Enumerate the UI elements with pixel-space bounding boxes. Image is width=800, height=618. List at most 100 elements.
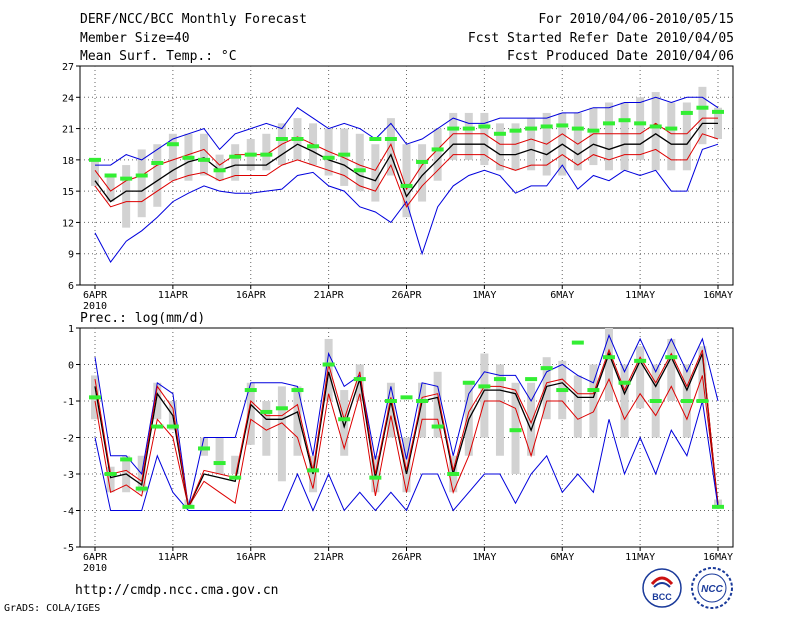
- spread-box: [262, 133, 271, 171]
- observed-marker: [151, 424, 164, 429]
- observed-marker: [384, 399, 397, 403]
- observed-marker: [89, 395, 101, 400]
- observed-marker: [493, 377, 506, 382]
- x-tick-label: 6MAY: [550, 290, 574, 301]
- spread-box: [604, 328, 613, 401]
- y-tick-label: 24: [62, 93, 74, 104]
- observed-marker: [275, 137, 288, 141]
- x-tick-label: 26APR: [391, 290, 422, 301]
- panel-temperature: 6 9 12 15 18 21 24 27 6APR 11APR 16APR 21APR 26APR 1M…: [62, 62, 734, 312]
- chart-title: DERF/NCC/BCC Monthly Forecast: [80, 12, 307, 27]
- spread-box: [480, 112, 489, 166]
- observed-marker: [634, 121, 647, 126]
- spread-box: [215, 154, 224, 181]
- observed-marker: [353, 168, 366, 173]
- spread-box: [480, 353, 489, 438]
- observed-marker: [556, 123, 569, 128]
- series-line-min: [94, 400, 719, 512]
- observed-marker: [712, 504, 724, 509]
- observed-marker: [525, 377, 538, 382]
- observed-marker: [120, 457, 133, 462]
- observed-marker: [213, 461, 226, 466]
- observed-marker: [431, 424, 444, 429]
- observed-marker: [665, 355, 678, 360]
- series-line-max: [94, 143, 719, 264]
- observed-marker: [556, 388, 569, 393]
- spread-box: [402, 437, 411, 493]
- observed-marker: [540, 366, 553, 371]
- x-tick-label: 16APR: [236, 290, 267, 301]
- forecast-period: For 2010/04/06-2010/05/15: [538, 12, 734, 27]
- x-tick-label: 26APR: [391, 552, 422, 563]
- spread-box: [106, 466, 115, 493]
- bcc-logo: BCC: [642, 568, 682, 608]
- observed-marker: [89, 157, 101, 162]
- spread-box: [589, 107, 598, 166]
- x-tick-label: 6APR: [83, 552, 108, 563]
- observed-marker: [229, 154, 242, 159]
- observed-marker: [665, 126, 678, 131]
- observed-marker: [493, 131, 506, 136]
- observed-marker: [244, 388, 257, 393]
- x-year-label: 2010: [83, 301, 107, 312]
- observed-marker: [229, 475, 242, 480]
- spread-box: [246, 382, 255, 445]
- spread-box: [215, 437, 224, 474]
- spread-box: [573, 112, 582, 171]
- y-tick-label: 18: [62, 156, 74, 167]
- observed-marker: [369, 475, 382, 480]
- grads-credit: GrADS: COLA/IGES: [4, 603, 101, 614]
- observed-marker: [166, 142, 179, 147]
- observed-marker: [384, 137, 397, 141]
- observed-marker: [587, 128, 600, 133]
- spread-box: [184, 499, 193, 507]
- x-tick-label: 21APR: [314, 290, 345, 301]
- spread-box: [620, 364, 629, 438]
- observed-marker: [416, 159, 429, 164]
- spread-box: [589, 364, 598, 438]
- spread-box: [667, 102, 676, 171]
- y-tick-label: -3: [62, 470, 74, 481]
- series-line-ens_mean: [94, 351, 719, 510]
- observed-marker: [322, 362, 335, 367]
- observed-marker: [307, 468, 320, 473]
- series-line-lower: [94, 117, 718, 192]
- spread-box: [402, 144, 411, 218]
- observed-marker: [353, 377, 366, 382]
- precip-label: Prec.: log(mm/d): [80, 311, 206, 326]
- spread-box: [106, 175, 115, 202]
- spread-box: [698, 86, 707, 145]
- bcc-logo-text: BCC: [652, 592, 672, 602]
- ncc-logo-text: NCC: [701, 584, 723, 595]
- spread-box: [355, 133, 364, 192]
- y-tick-label: 6: [68, 281, 74, 292]
- spread-box: [527, 118, 536, 171]
- spread-box: [340, 390, 349, 456]
- spread-box: [231, 455, 240, 474]
- observed-marker: [275, 406, 288, 411]
- observed-marker: [151, 160, 164, 165]
- spread-box: [449, 112, 458, 160]
- observed-marker: [680, 399, 693, 403]
- observed-marker: [525, 126, 538, 131]
- observed-marker: [447, 472, 460, 476]
- spread-box: [667, 338, 676, 401]
- y-tick-label: -2: [62, 434, 74, 445]
- spread-box: [262, 401, 271, 456]
- spread-box: [418, 144, 427, 202]
- spread-box: [231, 144, 240, 181]
- x-year-label: 2010: [83, 563, 107, 574]
- observed-marker: [135, 486, 148, 491]
- source-url[interactable]: http://cmdp.ncc.cma.gov.cn: [75, 583, 279, 598]
- spread-box: [495, 364, 504, 456]
- observed-marker: [696, 105, 709, 110]
- y-tick-label: -4: [62, 507, 74, 518]
- observed-marker: [447, 126, 460, 131]
- x-tick-label: 21APR: [314, 552, 345, 563]
- spread-box: [153, 144, 162, 207]
- x-tick-label: 16APR: [236, 552, 267, 563]
- y-tick-label: 12: [62, 218, 74, 229]
- observed-marker: [540, 124, 553, 129]
- observed-marker: [416, 399, 429, 403]
